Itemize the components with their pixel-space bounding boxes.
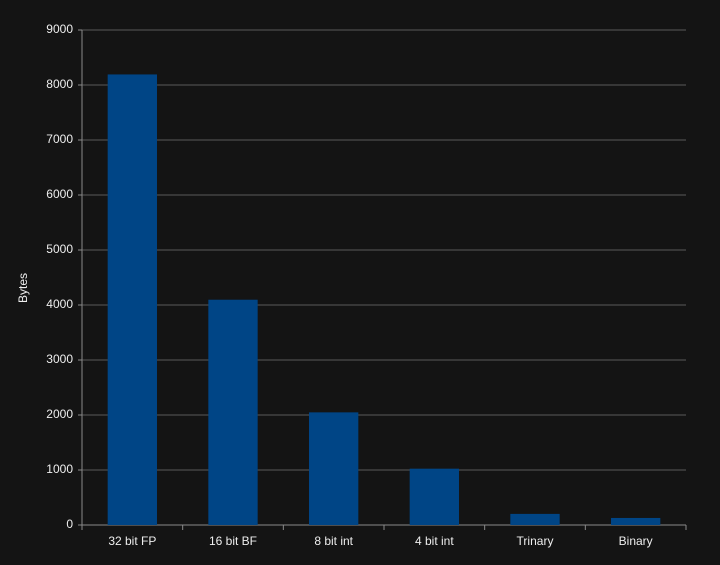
bar (510, 513, 560, 525)
y-tick-label: 0 (66, 517, 73, 531)
bar (409, 468, 459, 525)
y-tick-label: 5000 (46, 242, 73, 256)
y-tick-label: 4000 (46, 297, 73, 311)
x-tick-label: 32 bit FP (108, 534, 156, 548)
y-tick-label: 2000 (46, 407, 73, 421)
x-tick-label: Binary (619, 534, 653, 548)
y-tick-label: 8000 (46, 77, 73, 91)
bar (208, 299, 258, 525)
bar (611, 517, 661, 525)
bar (309, 412, 359, 525)
bar (107, 74, 157, 525)
x-tick-label: 8 bit int (314, 534, 353, 548)
y-tick-label: 6000 (46, 187, 73, 201)
y-tick-label: 9000 (46, 22, 73, 36)
x-tick-label: 16 bit BF (209, 534, 257, 548)
y-tick-label: 1000 (46, 462, 73, 476)
x-tick-label: Trinary (517, 534, 554, 548)
x-tick-label: 4 bit int (415, 534, 454, 548)
y-tick-label: 3000 (46, 352, 73, 366)
y-tick-label: 7000 (46, 132, 73, 146)
y-axis-label: Bytes (16, 273, 30, 303)
